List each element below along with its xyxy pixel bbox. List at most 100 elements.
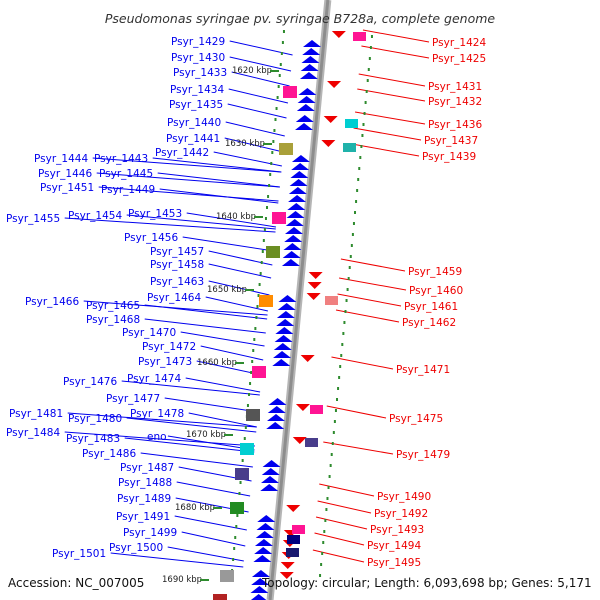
feature-block — [283, 86, 297, 98]
kbp-marker-label: 1680 kbp — [175, 503, 215, 513]
right-gene-label: Psyr_1479 — [396, 449, 450, 461]
feature-block — [353, 32, 366, 41]
left-gene-label: Psyr_1435 — [169, 99, 223, 111]
left-leader-line — [167, 546, 244, 562]
tick-dot — [334, 409, 337, 412]
forward-gene-arrow — [254, 547, 273, 554]
right-leader-line — [362, 29, 430, 43]
right-gene-label: Psyr_1437 — [424, 135, 478, 147]
tick-dot — [351, 233, 354, 236]
reverse-gene-arrow — [331, 31, 346, 38]
left-gene-label: Psyr_1443 — [94, 153, 148, 165]
right-gene-label: Psyr_1461 — [404, 301, 458, 313]
forward-gene-arrow — [261, 468, 280, 475]
tick-dot — [321, 552, 324, 555]
left-leader-line — [229, 56, 292, 72]
left-leader-line — [98, 186, 279, 202]
right-gene-label: Psyr_1459 — [408, 266, 462, 278]
map-title: Pseudomonas syringae pv. syringae B728a,… — [105, 11, 496, 26]
tick-dot — [262, 239, 265, 242]
kbp-tick — [235, 362, 244, 364]
kbp-marker-label: 1650 kbp — [207, 285, 247, 295]
left-leader-line — [208, 263, 272, 279]
tick-dot — [257, 294, 260, 297]
tick-dot — [232, 558, 235, 561]
tick-dot — [359, 156, 362, 159]
right-leader-line — [335, 309, 400, 323]
tick-dot — [369, 46, 372, 49]
feature-block — [287, 535, 300, 544]
forward-gene-arrow — [284, 235, 303, 242]
tick-dot — [270, 162, 273, 165]
left-gene-label: Psyr_1484 — [6, 427, 60, 439]
left-leader-line — [188, 412, 257, 428]
left-leader-line — [144, 318, 266, 334]
tick-dot — [333, 420, 336, 423]
right-leader-line — [323, 441, 394, 455]
left-gene-label: Psyr_1442 — [155, 147, 209, 159]
forward-gene-arrow — [296, 104, 315, 111]
forward-gene-arrow — [281, 259, 300, 266]
tick-dot — [355, 200, 358, 203]
kbp-markers: 1620 kbp 1630 kbp 1640 kbp 1650 kbp 1660 kbp… — [162, 66, 279, 585]
feature-block — [345, 119, 358, 128]
tick-dot — [346, 288, 349, 291]
tick-dot — [267, 195, 270, 198]
forward-gene-arrow — [298, 88, 317, 95]
forward-gene-arrow — [288, 195, 307, 202]
tick-dot — [263, 228, 266, 231]
tick-dot — [348, 266, 351, 269]
left-gene-label: Psyr_1453 — [128, 208, 182, 220]
kbp-marker-label: 1660 kbp — [197, 358, 237, 368]
forward-gene-arrow — [297, 96, 316, 103]
left-leader-line — [126, 417, 257, 433]
feature-block — [279, 143, 293, 155]
reverse-gene-arrow — [327, 81, 342, 88]
left-gene-label: Psyr_1489 — [117, 493, 171, 505]
right-gene-label: Psyr_1462 — [402, 317, 456, 329]
left-leader-line — [228, 88, 289, 104]
tick-dot — [336, 398, 339, 401]
forward-gene-arrow — [257, 515, 276, 522]
left-leader-line — [181, 531, 246, 547]
forward-gene-arrow — [295, 115, 314, 122]
backbone-line — [268, 0, 330, 600]
left-gene-label: Psyr_1451 — [40, 182, 94, 194]
feature-block — [343, 143, 356, 152]
forward-gene-arrow — [278, 295, 297, 302]
left-leader-line — [164, 397, 259, 413]
left-leader-line — [174, 515, 247, 531]
tick-dot — [277, 85, 280, 88]
left-gene-label: Psyr_1445 — [99, 168, 153, 180]
reverse-gene-arrow — [279, 572, 294, 579]
tick-dot — [239, 481, 242, 484]
left-gene-label: Psyr_1441 — [166, 133, 220, 145]
tick-dot — [331, 442, 334, 445]
tick-dot — [354, 211, 357, 214]
left-leader-line — [64, 431, 255, 447]
kbp-tick — [245, 289, 254, 291]
tick-dot — [349, 255, 352, 258]
tick-dot — [248, 393, 251, 396]
feature-block — [292, 525, 305, 534]
left-gene-label: Psyr_1456 — [124, 232, 178, 244]
tick-dot — [325, 508, 328, 511]
left-leader-line — [231, 71, 290, 87]
tick-dot — [272, 140, 275, 143]
forward-gene-arrow — [285, 219, 304, 226]
tick-dot — [244, 426, 247, 429]
tick-dot — [350, 244, 353, 247]
forward-gene-arrow — [261, 476, 280, 483]
tick-dot — [357, 178, 360, 181]
kbp-tick — [263, 143, 272, 145]
tick-dot — [235, 525, 238, 528]
tick-dot — [352, 222, 355, 225]
feature-block — [325, 296, 338, 305]
forward-gene-arrow — [275, 327, 294, 334]
tick-dot — [368, 57, 371, 60]
left-leader-line — [227, 103, 287, 119]
left-leader-line — [83, 300, 268, 316]
tick-dot — [323, 530, 326, 533]
tick-dot — [281, 41, 284, 44]
forward-gene-arrow — [291, 155, 310, 162]
